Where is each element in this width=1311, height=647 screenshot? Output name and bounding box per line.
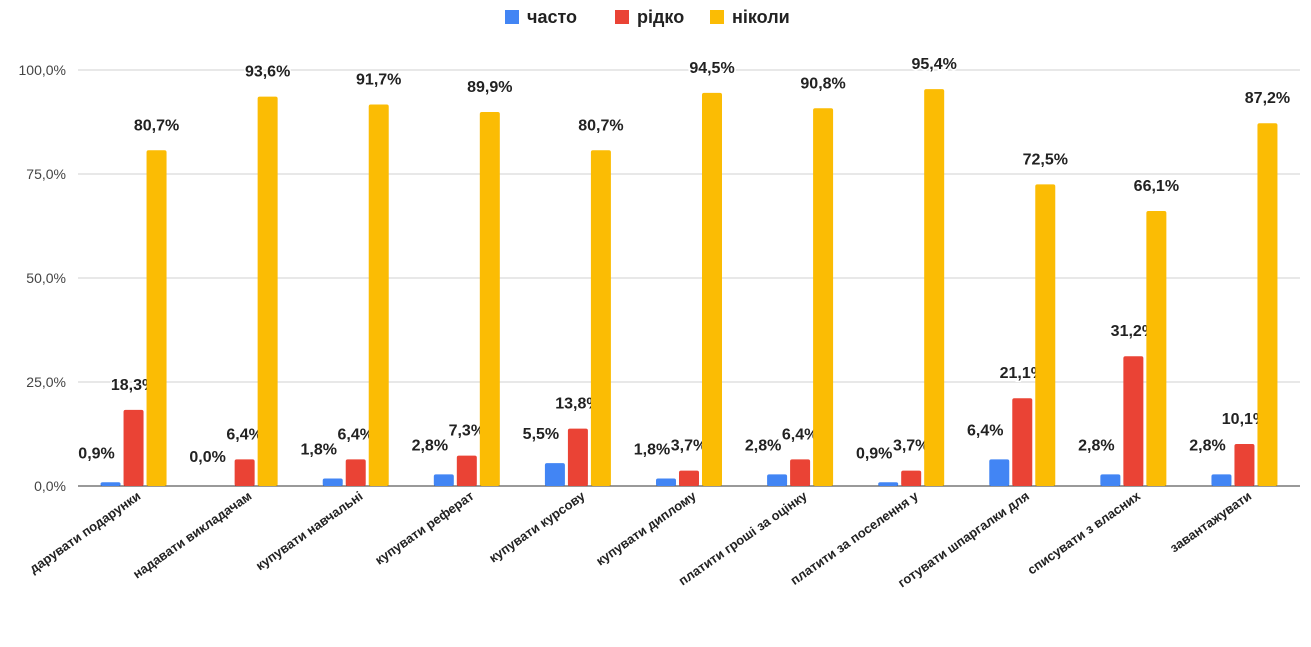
data-label: 80,7%	[578, 117, 623, 134]
data-label: 0,0%	[189, 449, 225, 466]
bar-1-10[interactable]	[1234, 443, 1255, 486]
bar-1-4[interactable]	[567, 428, 588, 486]
legend-label: рідко	[637, 7, 684, 27]
bar-2-4[interactable]	[590, 150, 611, 486]
y-tick-label: 0,0%	[34, 478, 66, 494]
data-label: 93,6%	[245, 64, 290, 81]
bar-2-7[interactable]	[924, 89, 945, 487]
bar-2-3[interactable]	[479, 112, 500, 487]
data-label: 2,8%	[745, 437, 781, 454]
data-label: 94,5%	[689, 60, 734, 77]
category-label: надавати викладачам	[130, 488, 254, 581]
bar-0-4[interactable]	[544, 463, 565, 486]
data-label: 21,1%	[1000, 365, 1045, 382]
bar-1-9[interactable]	[1123, 356, 1144, 486]
bar-0-2[interactable]	[322, 478, 343, 486]
bar-2-0[interactable]	[146, 150, 167, 486]
data-label: 13,8%	[555, 396, 600, 413]
bar-1-0[interactable]	[123, 409, 144, 486]
bar-0-7[interactable]	[878, 482, 899, 486]
bar-1-8[interactable]	[1012, 398, 1033, 486]
data-label: 6,4%	[782, 426, 818, 443]
data-label: 0,9%	[78, 445, 114, 462]
bar-2-2[interactable]	[368, 104, 389, 486]
data-label: 66,1%	[1134, 178, 1179, 195]
legend-swatch	[505, 10, 519, 24]
category-label: купувати диплому	[593, 488, 699, 569]
bar-2-5[interactable]	[702, 92, 722, 486]
data-label: 90,8%	[800, 75, 845, 92]
data-label: 2,8%	[1189, 437, 1225, 454]
bar-0-5[interactable]	[656, 478, 676, 486]
data-label: 6,4%	[967, 422, 1003, 439]
y-tick-label: 50,0%	[26, 270, 66, 286]
bar-1-5[interactable]	[679, 470, 699, 486]
y-tick-label: 100,0%	[19, 62, 66, 78]
bar-2-10[interactable]	[1257, 123, 1278, 487]
data-label: 1,8%	[300, 442, 336, 459]
legend-swatch	[615, 10, 629, 24]
bar-2-8[interactable]	[1035, 184, 1056, 486]
data-label: 3,7%	[893, 438, 929, 455]
category-label: купувати навчальні	[253, 488, 366, 573]
data-label: 91,7%	[356, 72, 401, 89]
data-label: 7,3%	[449, 423, 485, 440]
bar-0-9[interactable]	[1100, 474, 1121, 486]
bar-1-6[interactable]	[790, 459, 811, 486]
legend-label: часто	[527, 7, 577, 27]
bar-1-1[interactable]	[234, 459, 255, 486]
category-label: купувати реферат	[372, 488, 476, 567]
category-label: купувати курсову	[486, 488, 588, 566]
data-label: 0,9%	[856, 445, 892, 462]
data-label: 95,4%	[911, 56, 956, 73]
data-label: 2,8%	[1078, 437, 1114, 454]
bar-1-2[interactable]	[345, 459, 366, 486]
data-label: 80,7%	[134, 117, 179, 134]
legend-swatch	[710, 10, 724, 24]
data-label: 31,2%	[1111, 323, 1156, 340]
bar-2-6[interactable]	[813, 108, 834, 486]
category-label: списувати з власних	[1025, 488, 1144, 578]
bar-0-3[interactable]	[433, 474, 454, 486]
data-label: 72,5%	[1023, 151, 1068, 168]
bar-0-10[interactable]	[1211, 474, 1232, 486]
bar-0-0[interactable]	[100, 482, 121, 486]
data-label: 5,5%	[523, 426, 559, 443]
legend-label: ніколи	[732, 7, 790, 27]
data-label: 89,9%	[467, 79, 512, 96]
data-label: 18,3%	[111, 377, 156, 394]
data-label: 6,4%	[226, 426, 262, 443]
bar-2-9[interactable]	[1146, 211, 1167, 487]
y-tick-label: 25,0%	[26, 374, 66, 390]
bar-0-6[interactable]	[767, 474, 788, 486]
data-label: 2,8%	[412, 437, 448, 454]
data-label: 10,1%	[1222, 411, 1267, 428]
category-label: дарувати подарунки	[27, 488, 144, 576]
data-label: 87,2%	[1245, 90, 1290, 107]
bar-2-1[interactable]	[257, 96, 278, 487]
data-label: 3,7%	[671, 438, 707, 455]
bar-1-7[interactable]	[901, 470, 922, 486]
bar-0-8[interactable]	[989, 459, 1010, 486]
y-tick-label: 75,0%	[26, 166, 66, 182]
bar-1-3[interactable]	[456, 455, 477, 486]
data-label: 6,4%	[337, 426, 373, 443]
data-label: 1,8%	[634, 442, 670, 459]
category-label: завантажувати	[1167, 488, 1254, 555]
